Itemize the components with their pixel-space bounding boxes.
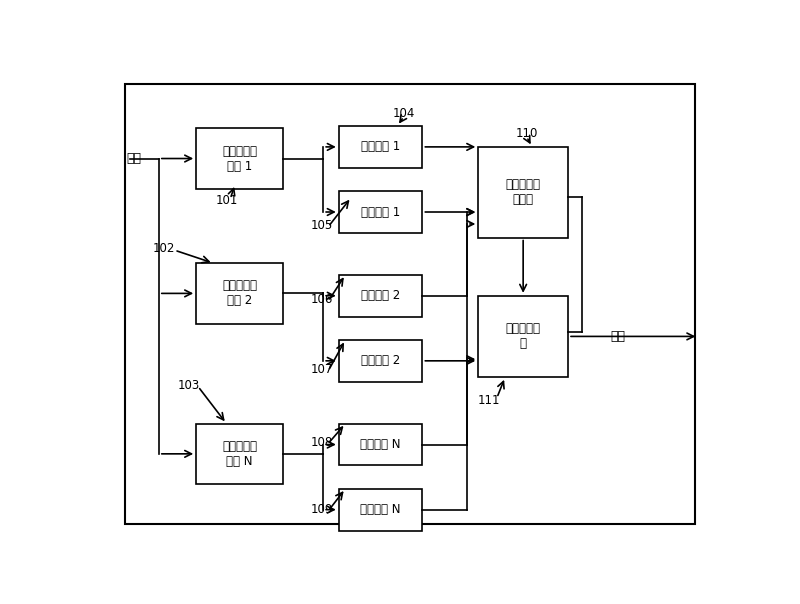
Text: 校验模块 1: 校验模块 1	[361, 140, 400, 153]
Text: 校验模块 N: 校验模块 N	[360, 438, 401, 451]
Text: 存储模块 2: 存储模块 2	[361, 355, 400, 367]
Text: 位同步跟踪
环路 2: 位同步跟踪 环路 2	[222, 280, 257, 307]
Bar	[478, 147, 568, 237]
Text: 存储模块 1: 存储模块 1	[361, 205, 400, 219]
Text: 108: 108	[311, 435, 333, 449]
Bar	[338, 489, 422, 530]
Text: 存储模块 N: 存储模块 N	[360, 503, 401, 516]
Bar	[338, 423, 422, 466]
Bar	[196, 263, 283, 324]
Bar	[196, 423, 283, 484]
Text: 111: 111	[478, 394, 501, 407]
Text: 104: 104	[393, 107, 415, 120]
Text: 选择输出模
块: 选择输出模 块	[506, 323, 541, 350]
Bar	[478, 296, 568, 377]
Text: 105: 105	[311, 219, 333, 231]
Text: 103: 103	[178, 379, 200, 391]
Bar	[338, 126, 422, 168]
Text: 输入: 输入	[126, 152, 142, 165]
Text: 输出: 输出	[610, 330, 626, 343]
Text: 110: 110	[515, 127, 538, 140]
Text: 位同步跟踪
环路 N: 位同步跟踪 环路 N	[222, 440, 257, 468]
Text: 信号有效判
决模块: 信号有效判 决模块	[506, 178, 541, 206]
Text: 101: 101	[216, 194, 238, 207]
Text: 102: 102	[153, 242, 175, 255]
Text: 106: 106	[310, 293, 333, 306]
Text: 109: 109	[310, 503, 333, 516]
Bar	[196, 128, 283, 188]
Text: 位同步跟踪
环路 1: 位同步跟踪 环路 1	[222, 144, 257, 173]
Bar	[338, 340, 422, 382]
Text: 107: 107	[310, 362, 333, 376]
Text: 校验模块 2: 校验模块 2	[361, 289, 400, 302]
Bar	[338, 275, 422, 316]
Bar	[338, 191, 422, 233]
